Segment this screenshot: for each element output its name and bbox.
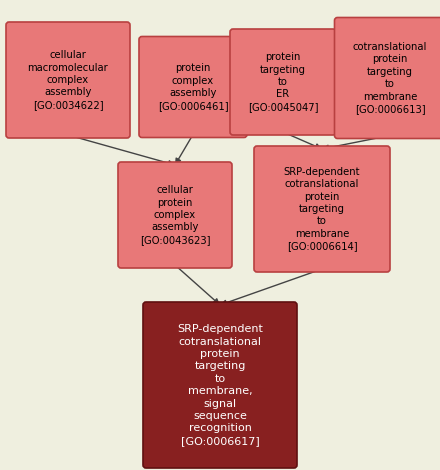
Text: protein
complex
assembly
[GO:0006461]: protein complex assembly [GO:0006461] (158, 63, 228, 110)
FancyBboxPatch shape (143, 302, 297, 468)
Text: SRP-dependent
cotranslational
protein
targeting
to
membrane
[GO:0006614]: SRP-dependent cotranslational protein ta… (284, 167, 360, 251)
FancyBboxPatch shape (230, 29, 336, 135)
Text: protein
targeting
to
ER
[GO:0045047]: protein targeting to ER [GO:0045047] (248, 52, 318, 112)
Text: cellular
macromolecular
complex
assembly
[GO:0034622]: cellular macromolecular complex assembly… (28, 50, 108, 110)
FancyBboxPatch shape (6, 22, 130, 138)
Text: SRP-dependent
cotranslational
protein
targeting
to
membrane,
signal
sequence
rec: SRP-dependent cotranslational protein ta… (177, 324, 263, 446)
Text: cotranslational
protein
targeting
to
membrane
[GO:0006613]: cotranslational protein targeting to mem… (353, 42, 427, 114)
FancyBboxPatch shape (139, 37, 247, 138)
FancyBboxPatch shape (334, 17, 440, 139)
Text: cellular
protein
complex
assembly
[GO:0043623]: cellular protein complex assembly [GO:00… (140, 185, 210, 245)
FancyBboxPatch shape (254, 146, 390, 272)
FancyBboxPatch shape (118, 162, 232, 268)
